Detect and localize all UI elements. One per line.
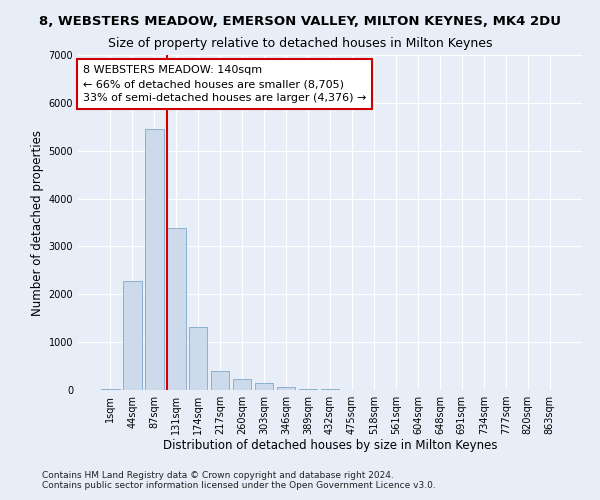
Text: Contains public sector information licensed under the Open Government Licence v3: Contains public sector information licen…	[42, 480, 436, 490]
Y-axis label: Number of detached properties: Number of detached properties	[31, 130, 44, 316]
X-axis label: Distribution of detached houses by size in Milton Keynes: Distribution of detached houses by size …	[163, 438, 497, 452]
Bar	[277, 386, 295, 390]
Bar	[233, 378, 251, 390]
Text: Contains HM Land Registry data © Crown copyright and database right 2024.: Contains HM Land Registry data © Crown c…	[42, 470, 394, 480]
Bar	[189, 327, 208, 390]
Bar	[299, 388, 317, 390]
Bar	[101, 388, 119, 390]
Bar	[320, 389, 340, 390]
Bar	[145, 129, 164, 390]
Bar	[123, 282, 142, 390]
Bar	[167, 228, 185, 390]
Text: 8 WEBSTERS MEADOW: 140sqm
← 66% of detached houses are smaller (8,705)
33% of se: 8 WEBSTERS MEADOW: 140sqm ← 66% of detac…	[83, 65, 367, 103]
Bar	[211, 372, 229, 390]
Text: 8, WEBSTERS MEADOW, EMERSON VALLEY, MILTON KEYNES, MK4 2DU: 8, WEBSTERS MEADOW, EMERSON VALLEY, MILT…	[39, 15, 561, 28]
Text: Size of property relative to detached houses in Milton Keynes: Size of property relative to detached ho…	[108, 38, 492, 51]
Bar	[255, 384, 274, 390]
